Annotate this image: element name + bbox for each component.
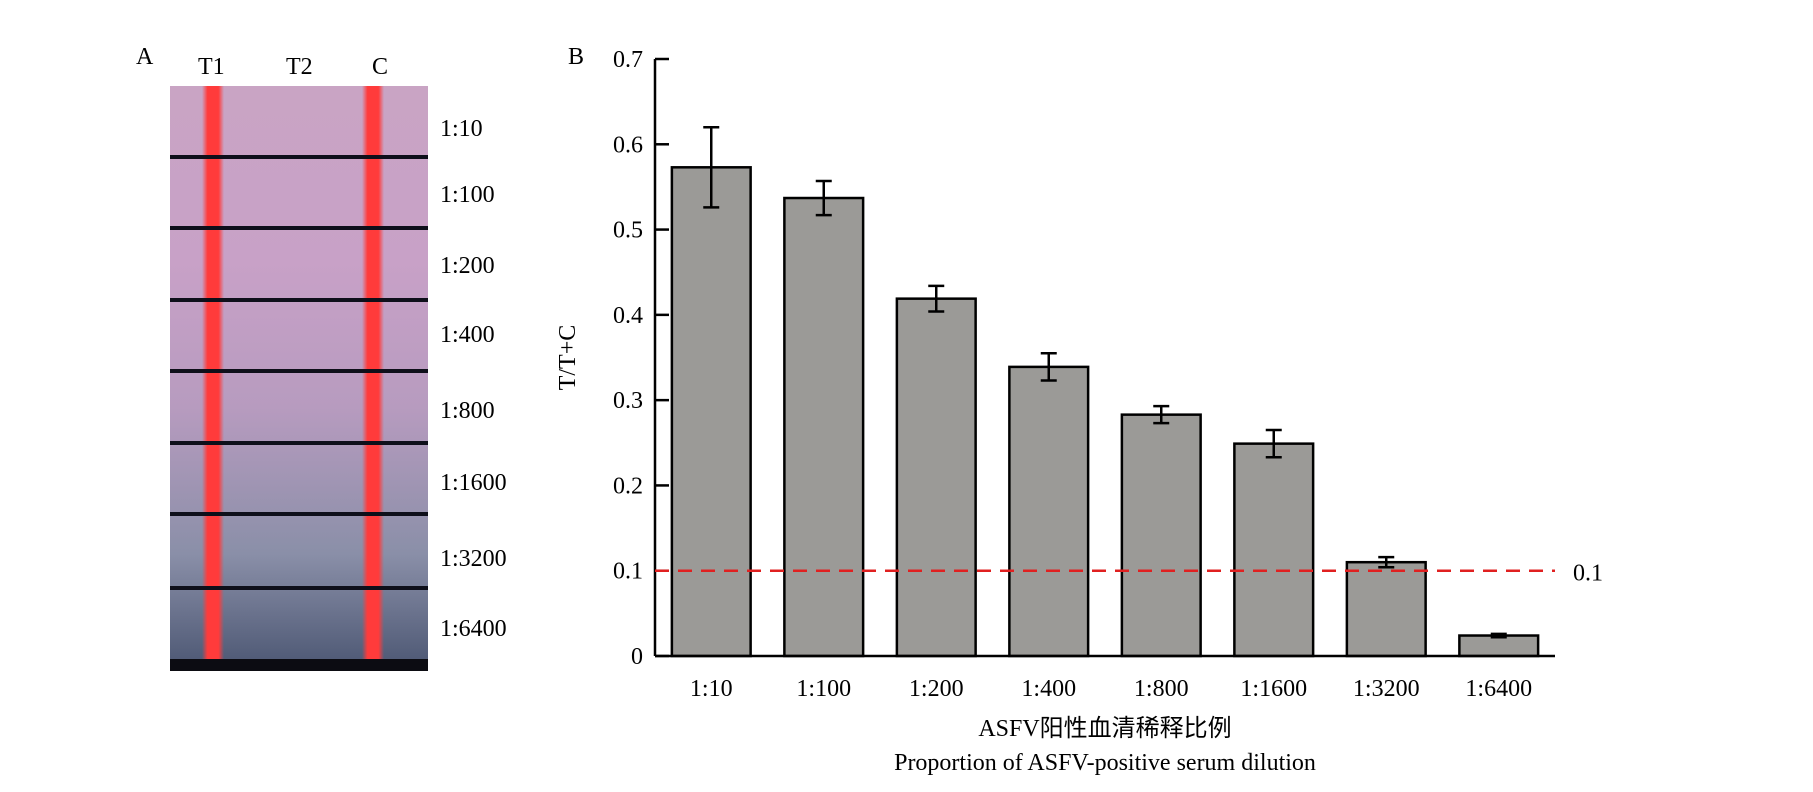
y-tick-label: 0.3: [613, 388, 643, 414]
strip-divider: [170, 586, 428, 590]
x-axis-title-cn: ASFV阳性血清稀释比例: [978, 715, 1231, 742]
bar: [1008, 365, 1090, 658]
x-tick-label: 1:200: [909, 676, 964, 702]
lane-label-t2: T2: [286, 54, 313, 80]
strip-divider: [170, 369, 428, 373]
panel-b-label: B: [568, 44, 585, 70]
bar: [895, 297, 977, 658]
strip-row-label: 1:1600: [440, 470, 507, 496]
x-tick-label: 1:6400: [1465, 676, 1532, 702]
bar: [1120, 413, 1202, 658]
strip-divider: [170, 298, 428, 302]
strip-holder: [170, 659, 428, 671]
y-axis-title: T/T+C: [555, 325, 581, 391]
x-tick-label: 1:1600: [1240, 676, 1307, 702]
y-tick-label: 0.7: [613, 47, 643, 73]
x-tick-label: 1:10: [690, 676, 733, 702]
y-tick-label: 0: [631, 644, 643, 670]
strip-divider: [170, 155, 428, 159]
y-tick-label: 0.1: [613, 559, 643, 585]
panel-a-label: A: [136, 44, 154, 70]
x-tick-label: 1:3200: [1353, 676, 1420, 702]
strip-divider: [170, 226, 428, 230]
bar: [1233, 442, 1315, 658]
strip-row-label: 1:100: [440, 182, 495, 208]
strip-row-label: 1:6400: [440, 616, 507, 642]
lane-label-t1: T1: [198, 54, 225, 80]
strip-divider: [170, 512, 428, 516]
x-tick-label: 1:100: [796, 676, 851, 702]
bar: [1458, 634, 1540, 658]
strip-row-label: 1:200: [440, 253, 495, 279]
t1-line: [202, 86, 224, 671]
strip-row-label: 1:400: [440, 322, 495, 348]
threshold-label: 0.1: [1573, 561, 1603, 587]
y-tick-label: 0.6: [613, 132, 643, 158]
strip-divider: [170, 441, 428, 445]
y-tick-label: 0.2: [613, 473, 643, 499]
x-tick-label: 1:800: [1134, 676, 1189, 702]
test-strip-panel: T1 T2 C 1:10 1:100 1:200 1:400 1:800 1:1…: [150, 50, 570, 690]
strip-row-label: 1:10: [440, 116, 483, 142]
test-strip-photo: [170, 86, 428, 671]
strip-row-label: 1:3200: [440, 546, 507, 572]
x-tick-label: 1:400: [1021, 676, 1076, 702]
y-tick-label: 0.4: [613, 303, 643, 329]
y-tick-label: 0.5: [613, 218, 643, 244]
bar: [1345, 560, 1427, 658]
bar: [670, 166, 752, 658]
x-axis-title-en: Proportion of ASFV-positive serum diluti…: [894, 750, 1316, 776]
bar: [783, 196, 865, 658]
strip-row-label: 1:800: [440, 398, 495, 424]
lane-label-c: C: [372, 54, 389, 80]
control-line: [362, 86, 384, 671]
